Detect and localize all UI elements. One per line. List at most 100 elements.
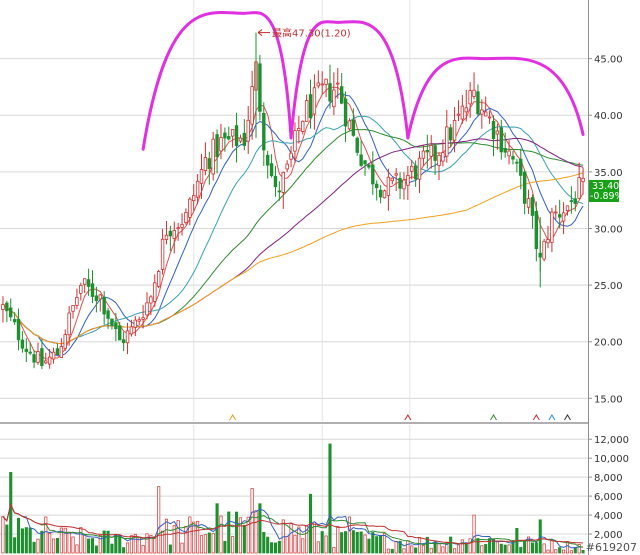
volume-bar: [59, 527, 63, 554]
candle-body: [433, 145, 437, 161]
candle-body: [207, 158, 211, 169]
candle-body: [437, 154, 441, 166]
candle-body: [1, 304, 5, 310]
volume-bar: [223, 540, 227, 554]
candle-body: [86, 279, 91, 287]
volume-bar: [20, 528, 24, 554]
volume-bar: [484, 544, 488, 554]
volume-bar: [577, 544, 581, 554]
overlay-arch: [289, 20, 410, 140]
volume-bar: [476, 538, 480, 554]
volume-bar: [507, 544, 511, 554]
volume-bar: [464, 543, 468, 554]
volume-bar: [503, 544, 507, 554]
price-moving-averages: [2, 86, 584, 360]
candle-body: [227, 136, 231, 140]
candle-body: [203, 157, 208, 172]
volume-bar: [118, 534, 122, 554]
volume-bar: [390, 548, 394, 554]
volume-bar: [359, 531, 363, 554]
volume-bar: [9, 472, 13, 554]
volume-bar: [196, 520, 200, 554]
volume-bar: [71, 536, 75, 554]
volume-bar: [523, 540, 527, 554]
price-axis-ticks: 15.00 20.00 25.00 30.00 35.00 40.00 45.00: [588, 55, 623, 405]
candle-body: [402, 179, 406, 190]
candle-body: [413, 165, 418, 180]
volume-bar: [336, 525, 340, 554]
candle-body: [394, 173, 398, 176]
volume-bar: [219, 515, 223, 554]
volume-bar: [1, 516, 5, 554]
candle-body: [390, 177, 394, 182]
candle-body: [569, 200, 574, 203]
candle-body: [262, 112, 266, 151]
candle-body: [211, 138, 215, 175]
candle-body: [234, 125, 239, 147]
candle-body: [328, 83, 332, 102]
candle-body: [386, 176, 391, 196]
volume-bar: [227, 511, 231, 554]
candle-body: [281, 171, 285, 193]
volume-bar: [24, 527, 28, 554]
candle-body: [94, 295, 99, 302]
candle-body: [515, 161, 519, 164]
candle-body: [28, 351, 32, 354]
candle-body: [199, 169, 204, 184]
candle-body: [180, 224, 184, 228]
volume-bar: [429, 547, 433, 554]
volume-bar: [382, 532, 387, 554]
volume-moving-averages: [2, 503, 584, 549]
candle-body: [265, 154, 270, 166]
candle-body: [480, 109, 484, 115]
candle-body: [484, 111, 488, 117]
moving-average-line: [2, 172, 584, 345]
candle-body: [410, 165, 414, 172]
candle-body: [219, 137, 223, 152]
candle-body: [90, 283, 95, 297]
volume-bar: [468, 538, 472, 554]
volume-bar: [456, 544, 461, 554]
volume-axis-ticks: 2,000 4,000 6,000 8,000 10,000 12,000: [588, 435, 629, 541]
volume-bar: [250, 488, 254, 554]
candle-body: [425, 150, 430, 153]
overlay-arch: [406, 56, 585, 140]
candle-body: [308, 94, 313, 119]
candle-body: [495, 130, 500, 135]
volume-tick-label: 2,000: [594, 530, 623, 541]
volume-tick-label: 8,000: [594, 473, 623, 484]
candle-body: [55, 348, 60, 355]
price-tick-label: 25.00: [594, 281, 623, 292]
candle-body: [172, 230, 176, 239]
volume-bar: [546, 549, 550, 554]
volume-bar: [394, 540, 398, 554]
volume-bar: [164, 518, 169, 554]
candle-body: [476, 91, 480, 115]
volume-bar: [125, 542, 130, 554]
volume-bar: [417, 537, 422, 554]
volume-bar: [530, 542, 534, 554]
volume-bar: [149, 534, 153, 554]
candle-body: [102, 296, 106, 315]
candle-body: [106, 310, 110, 319]
volume-bar: [102, 530, 106, 554]
volume-bar: [293, 534, 297, 554]
candle-body: [125, 330, 130, 344]
candle-body: [546, 239, 550, 244]
volume-bar: [87, 538, 91, 554]
volume-bar: [110, 543, 114, 554]
volume-bar: [55, 537, 60, 554]
moving-average-line: [2, 92, 584, 357]
candle-body: [301, 120, 305, 132]
candle-body: [188, 198, 192, 218]
event-marker: [532, 414, 540, 421]
volume-tick-label: 10,000: [594, 454, 629, 465]
candle-body: [118, 325, 122, 341]
volume-bar: [52, 538, 56, 554]
candle-body: [184, 212, 188, 224]
volume-bar: [316, 541, 320, 554]
volume-bar: [180, 542, 184, 554]
volume-bar: [406, 540, 410, 554]
volume-bar: [289, 523, 293, 554]
volume-bar: [122, 547, 126, 554]
